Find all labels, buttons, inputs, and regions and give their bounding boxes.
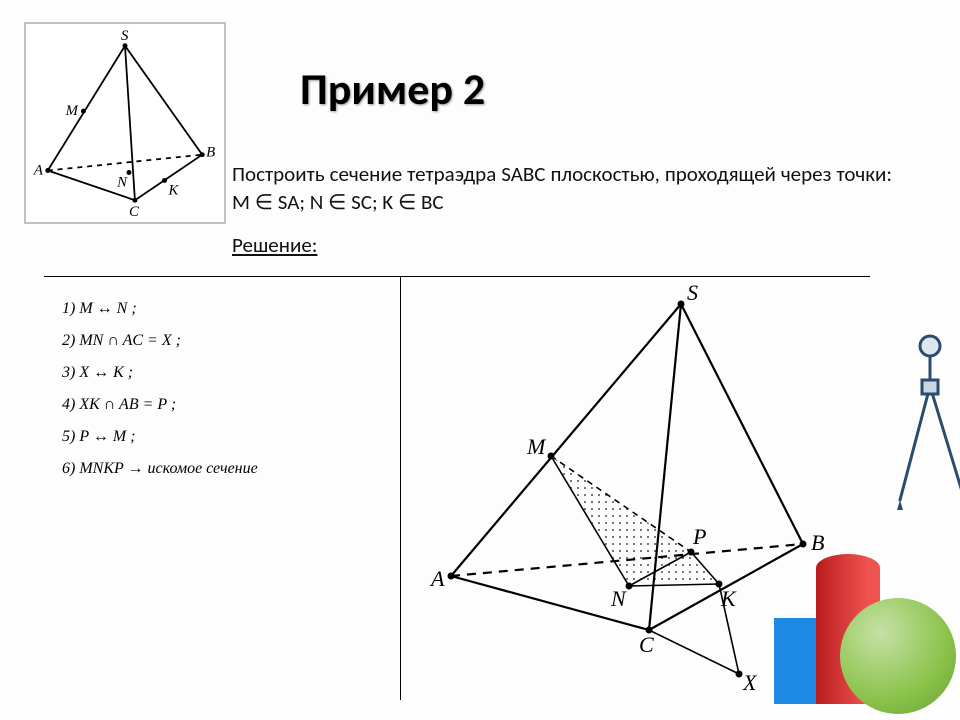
decor-green-sphere [840, 598, 956, 714]
step-5: 5) P ↔ M ; [62, 428, 258, 446]
label-M: M [526, 434, 547, 459]
step-3: 3) X ↔ K ; [62, 364, 258, 382]
step-6: 6) MNKP → искомое сечение [62, 460, 258, 478]
step-2: 2) MN ∩ AC = X ; [62, 332, 258, 350]
label-C: C [639, 632, 654, 657]
label-N: N [610, 586, 627, 611]
label-X: X [742, 670, 758, 695]
thumb-label-A: A [33, 162, 44, 178]
thumb-label-B: B [206, 145, 215, 161]
thumb-label-S: S [121, 28, 129, 44]
solution-heading: Решение: [232, 232, 317, 258]
solution-steps: 1) M ↔ N ; 2) MN ∩ AC = X ; 3) X ↔ K ; 4… [62, 300, 258, 492]
label-S: S [687, 280, 698, 305]
thumb-label-K: K [168, 182, 180, 198]
page-title: Пример 2 [300, 62, 485, 116]
label-P: P [692, 524, 706, 549]
decor-blue-bar [774, 618, 820, 704]
step-1: 1) M ↔ N ; [62, 300, 258, 318]
thumbnail-figure: S A B C M N K [24, 22, 226, 224]
thumb-label-N: N [116, 174, 128, 190]
label-B: B [811, 530, 824, 555]
thumb-label-M: M [65, 103, 80, 119]
decor-compass-icon [870, 320, 960, 520]
step-4: 4) XK ∩ AB = P ; [62, 396, 258, 414]
thumb-label-C: C [129, 204, 140, 220]
label-A: A [429, 566, 445, 591]
label-K: K [720, 586, 737, 611]
problem-statement: Построить сечение тетраэдра SABC плоскос… [232, 160, 892, 217]
